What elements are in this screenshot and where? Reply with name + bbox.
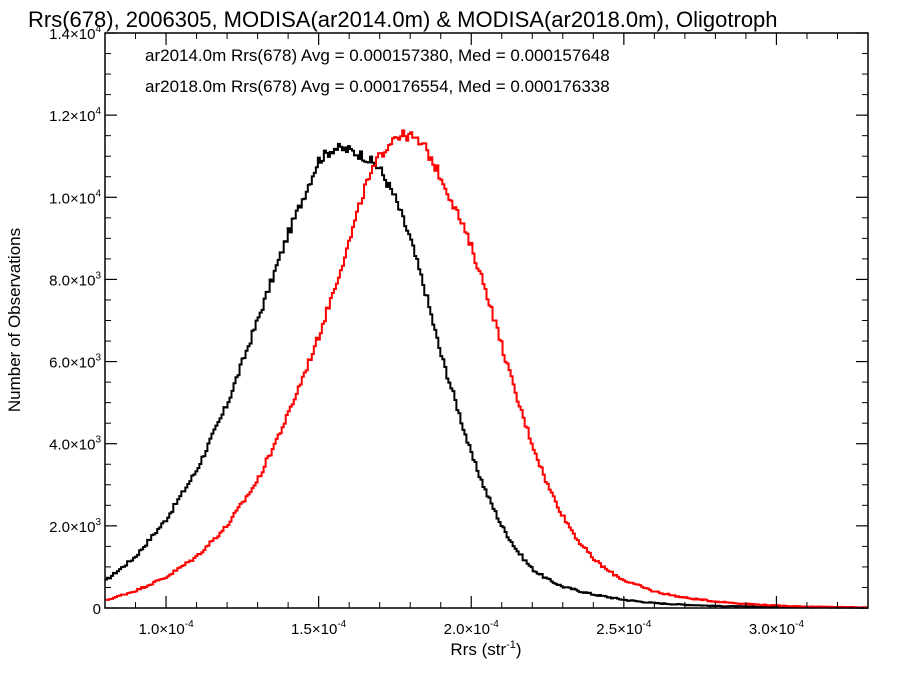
y-tick-label-4: 8.0×103	[49, 270, 101, 289]
y-tick-label-2: 4.0×103	[49, 435, 101, 454]
y-tick-label-5: 1.0×104	[49, 188, 101, 207]
x-axis-label-main: Rrs (str	[450, 640, 506, 659]
y-tick-label-0: 0	[93, 601, 101, 618]
x-axis-ticks: 1.0×10-4 1.5×10-4 2.0×10-4 2.5×10-4 3.0×10-4	[135, 33, 838, 638]
y-tick-label-6: 1.2×104	[49, 106, 101, 125]
x-tick-label-4: 3.0×10-4	[749, 619, 805, 638]
y-tick-label-1: 2.0×103	[49, 517, 101, 536]
x-axis-label-end: )	[516, 640, 522, 659]
x-tick-label-0: 1.0×10-4	[138, 619, 194, 638]
y-tick-label-3: 6.0×103	[49, 353, 101, 372]
x-tick-label-3: 2.5×10-4	[596, 619, 652, 638]
series-line-1	[105, 129, 868, 609]
legend-entry-ar2018: ar2018.0m Rrs(678) Avg = 0.000176554, Me…	[145, 77, 610, 96]
y-axis-ticks: 0 2.0×103 4.0×103 6.0×103 8.0×103 1.0×104 1.2×…	[49, 24, 868, 618]
x-tick-label-1: 1.5×10-4	[291, 619, 347, 638]
y-tick-label-7: 1.4×104	[49, 24, 101, 43]
x-axis-label-superscript: -1	[506, 639, 516, 651]
x-tick-label-2: 2.0×10-4	[444, 619, 500, 638]
x-axis-label: Rrs (str-1)	[450, 639, 521, 659]
series-line-0	[105, 142, 868, 609]
series-layer	[105, 129, 868, 609]
y-axis-label: Number of Observations	[5, 228, 24, 412]
plot-frame	[104, 32, 869, 609]
chart-title: Rrs(678), 2006305, MODISA(ar2014.0m) & M…	[28, 7, 778, 32]
legend-entry-ar2014: ar2014.0m Rrs(678) Avg = 0.000157380, Me…	[145, 46, 610, 65]
